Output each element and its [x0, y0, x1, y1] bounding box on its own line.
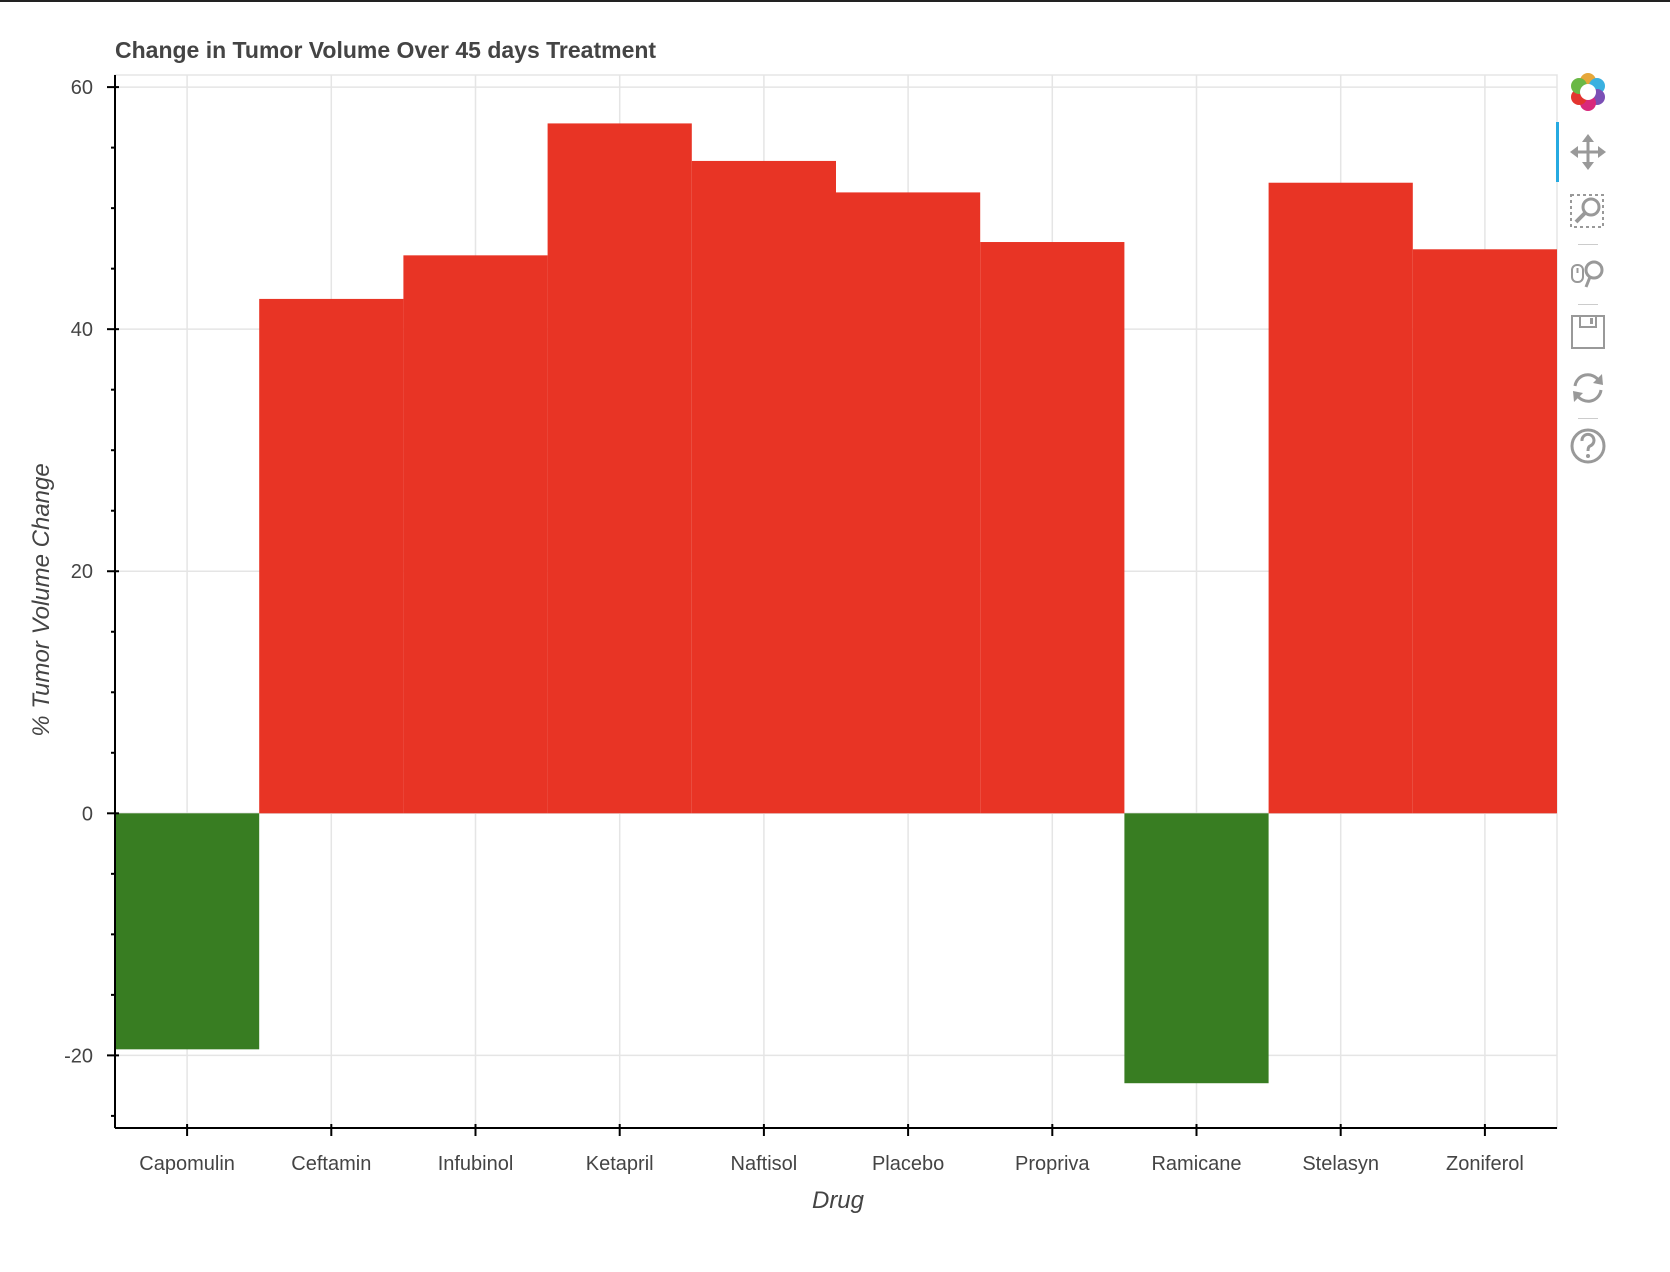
help-icon — [1570, 428, 1606, 464]
bar-naftisol — [691, 160, 836, 814]
save-icon — [1571, 315, 1605, 349]
x-tick-label: Ceftamin — [291, 1153, 371, 1175]
bar-ceftamin — [259, 298, 404, 814]
y-tick-label: 60 — [71, 77, 93, 99]
y-tick-label: -20 — [64, 1045, 93, 1067]
bokeh-logo-icon — [1571, 73, 1605, 111]
reset-icon — [1573, 373, 1603, 403]
top-border — [0, 0, 1670, 2]
toolbar-separator — [1578, 244, 1598, 245]
bar-placebo — [836, 192, 981, 814]
bar-stelasyn — [1268, 182, 1413, 814]
x-tick-label: Infubinol — [438, 1153, 514, 1175]
active-tool-indicator — [1556, 122, 1559, 182]
toolbar-separator — [1578, 418, 1598, 419]
x-tick-label: Placebo — [872, 1153, 944, 1175]
y-axis-label: % Tumor Volume Change — [28, 463, 55, 736]
x-tick-label: Naftisol — [731, 1153, 798, 1175]
toolbar-separator — [1578, 304, 1598, 305]
help-tool[interactable] — [1568, 426, 1608, 466]
x-tick-label: Zoniferol — [1446, 1153, 1524, 1175]
x-tick-label: Stelasyn — [1302, 1153, 1379, 1175]
bar-capomulin — [115, 813, 260, 1050]
box-zoom-icon — [1570, 194, 1604, 228]
chart-toolbar — [1556, 68, 1616, 488]
x-axis-label: Drug — [812, 1187, 865, 1214]
chart-title: Change in Tumor Volume Over 45 days Trea… — [115, 37, 656, 63]
x-tick-label: Ramicane — [1151, 1153, 1241, 1175]
pan-tool[interactable] — [1568, 132, 1608, 172]
pan-icon — [1570, 134, 1606, 170]
axes: -20 0 20 40 60 Capomulin Ceftamin Infubinol Keta… — [64, 75, 1557, 1175]
wheel-zoom-tool[interactable] — [1568, 254, 1608, 294]
y-tick-label: 0 — [82, 803, 93, 825]
x-tick-label: Propriva — [1015, 1153, 1090, 1175]
bokeh-logo[interactable] — [1568, 72, 1608, 112]
x-tick-label: Ketapril — [586, 1153, 654, 1175]
bar-propriva — [980, 242, 1125, 814]
x-tick-label: Capomulin — [139, 1153, 235, 1175]
bar-ketapril — [547, 123, 692, 814]
wheel-zoom-icon — [1571, 260, 1604, 288]
save-tool[interactable] — [1568, 312, 1608, 352]
bar-ramicane — [1124, 813, 1269, 1084]
y-tick-label: 20 — [71, 561, 93, 583]
reset-tool[interactable] — [1568, 368, 1608, 408]
bar-infubinol — [403, 255, 548, 814]
bars — [115, 123, 1557, 1084]
y-tick-label: 40 — [71, 319, 93, 341]
box-zoom-tool[interactable] — [1568, 192, 1608, 232]
bar-zoniferol — [1412, 249, 1557, 814]
